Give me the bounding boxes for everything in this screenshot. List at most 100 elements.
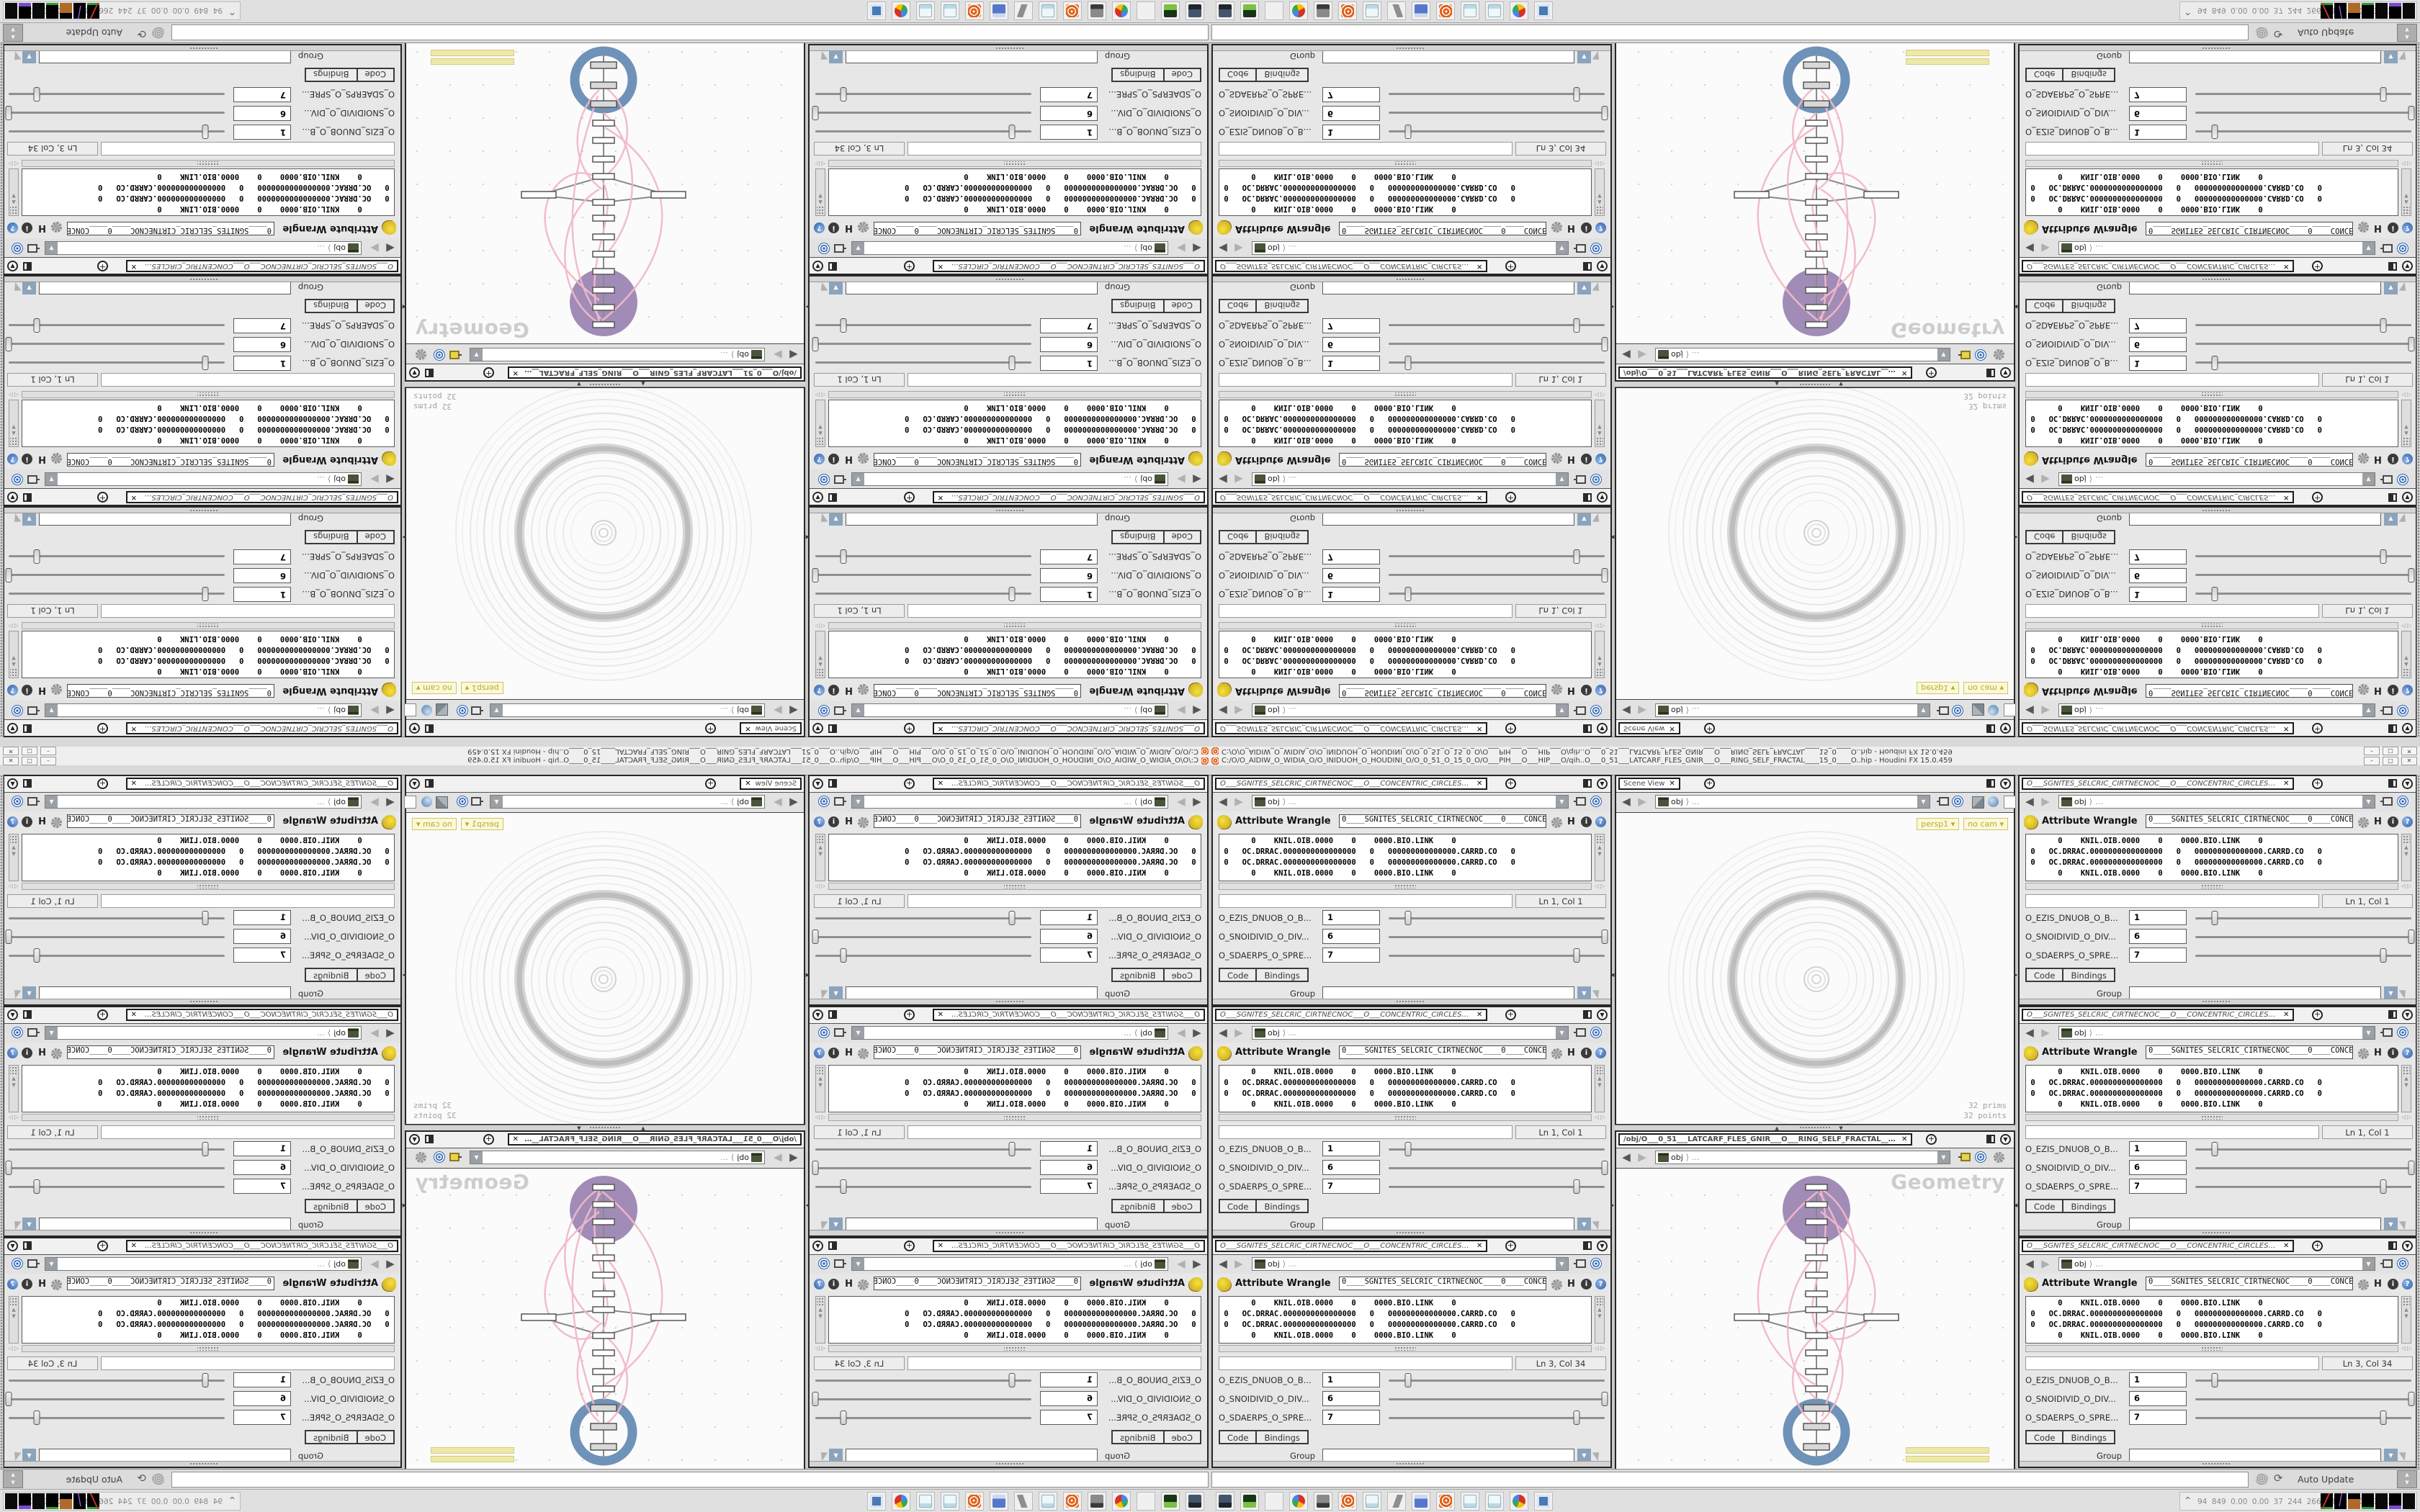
info-icon[interactable]: i: [22, 1279, 32, 1290]
slider-handle[interactable]: [33, 318, 40, 333]
code-horizontal-scrollbar[interactable]: [2025, 883, 2398, 890]
maximize-pane-icon[interactable]: [1583, 262, 1592, 271]
node-name-field[interactable]: 0____SGNITES_SELCRIC_CIRTNECNOC____0____…: [1339, 814, 1546, 828]
param-value-field[interactable]: 6: [1040, 568, 1098, 583]
breadcrumb-root[interactable]: obj: [333, 474, 346, 484]
pane-tab[interactable]: O___SGNITES_SELCRIC_CIRTNECNOC___O___CON…: [2022, 491, 2295, 503]
houdini-help-button[interactable]: H: [845, 1279, 853, 1290]
param-value-field[interactable]: 1: [1322, 910, 1380, 925]
pane-resize-handle[interactable]: [2020, 508, 2416, 513]
slider-handle[interactable]: [1404, 125, 1412, 139]
pane-tab[interactable]: O___SGNITES_SELCRIC_CIRTNECNOC___O___CON…: [125, 778, 398, 790]
info-icon[interactable]: i: [828, 454, 839, 464]
image-viewer-icon[interactable]: [867, 1, 886, 20]
close-icon[interactable]: ✕: [745, 724, 751, 732]
tab-code[interactable]: Code: [1219, 968, 1258, 982]
pane-resize-handle[interactable]: [4, 1230, 400, 1236]
code-vertical-scrollbar[interactable]: ▲ ▼: [9, 631, 19, 678]
forward-arrow-icon[interactable]: ▶: [370, 473, 379, 486]
slider-handle[interactable]: [2408, 568, 2415, 582]
maximize-pane-icon[interactable]: [23, 1010, 32, 1019]
gear-icon[interactable]: [858, 1279, 869, 1290]
display-settings-icon[interactable]: [1314, 1492, 1332, 1511]
forward-arrow-icon[interactable]: ▶: [774, 348, 782, 361]
code-horizontal-scrollbar[interactable]: [1219, 622, 1592, 629]
tab-code[interactable]: Code: [2025, 968, 2064, 982]
gear-icon[interactable]: [858, 684, 869, 695]
help-icon[interactable]: ?: [1595, 685, 1606, 696]
slider-handle[interactable]: [33, 87, 40, 102]
slider-handle[interactable]: [1601, 106, 1608, 120]
houdini-help-button[interactable]: H: [38, 685, 46, 696]
slider-handle[interactable]: [1404, 356, 1412, 370]
code-vertical-scrollbar[interactable]: ▲ ▼: [1595, 400, 1605, 447]
param-value-field[interactable]: 6: [233, 1160, 291, 1175]
new-tab-button[interactable]: +: [1505, 778, 1516, 789]
houdini-help-button[interactable]: H: [38, 1048, 46, 1058]
gear-icon[interactable]: [51, 684, 62, 695]
scroll-up-icon[interactable]: ▲: [1597, 662, 1602, 667]
path-dropdown-button[interactable]: ▼: [45, 704, 58, 716]
scroll-up-icon[interactable]: ▲: [818, 845, 823, 850]
pane-resize-handle[interactable]: [810, 1461, 1207, 1467]
group-picker-cursor-icon[interactable]: [10, 50, 22, 63]
param-value-field[interactable]: 6: [1322, 337, 1380, 352]
column-resize-arrow[interactable]: ◀: [402, 304, 406, 310]
shading-cube-icon[interactable]: [1972, 796, 1984, 809]
help-icon[interactable]: ?: [2402, 222, 2413, 233]
pin-icon[interactable]: [471, 797, 481, 806]
gear-icon[interactable]: [858, 222, 869, 233]
group-dropdown-button[interactable]: ▼: [1577, 1449, 1591, 1463]
slider-handle[interactable]: [202, 1142, 209, 1156]
scroll-up-icon[interactable]: ▲: [2404, 1307, 2408, 1313]
help-icon[interactable]: ?: [1595, 816, 1606, 827]
param-slider[interactable]: [815, 1179, 1031, 1194]
tab-bindings[interactable]: Bindings: [1111, 1199, 1165, 1213]
scroll-down-icon[interactable]: ▼: [1597, 1082, 1602, 1088]
breadcrumb[interactable]: obj ⟩ ... ▼: [851, 472, 1168, 486]
tab-bindings[interactable]: Bindings: [2062, 1430, 2115, 1444]
pane-tab[interactable]: O___SGNITES_SELCRIC_CIRTNECNOC___O___CON…: [932, 260, 1205, 272]
back-arrow-icon[interactable]: ◀: [1622, 795, 1631, 808]
new-tab-button[interactable]: +: [1505, 492, 1516, 503]
new-tab-button[interactable]: +: [1704, 723, 1715, 734]
scene-viewport[interactable]: persp1 ▾ no cam ▾ 32 prims 32 points: [406, 812, 804, 1124]
pane-menu-button[interactable]: ▼: [812, 261, 823, 271]
node-name-field[interactable]: 0____SGNITES_SELCRIC_CIRTNECNOC____0____…: [2146, 453, 2353, 467]
param-slider[interactable]: [815, 549, 1031, 564]
scroll-up-icon[interactable]: ▲: [1597, 1076, 1602, 1081]
node-name-field[interactable]: 0____SGNITES_SELCRIC_CIRTNECNOC____0____…: [1339, 1045, 1546, 1059]
slider-handle[interactable]: [1008, 356, 1016, 370]
snapshot-frame-icon[interactable]: [404, 703, 416, 716]
hipnotize-icon[interactable]: [12, 796, 23, 807]
path-dropdown-button[interactable]: ▼: [490, 796, 503, 808]
pane-tab[interactable]: Scene View ✕: [740, 722, 802, 734]
scroll-down-icon[interactable]: ▼: [2404, 424, 2408, 430]
forward-arrow-icon[interactable]: ▶: [370, 795, 379, 808]
back-arrow-icon[interactable]: ◀: [1219, 795, 1227, 808]
calculator-icon[interactable]: [1412, 1492, 1430, 1511]
breadcrumb-more[interactable]: ...: [1124, 706, 1131, 715]
notepad-icon[interactable]: [1363, 1, 1381, 20]
slider-handle[interactable]: [1008, 911, 1016, 925]
maximize-pane-icon[interactable]: [2388, 724, 2397, 733]
no-cam-badge[interactable]: no cam ▾: [1963, 818, 2008, 830]
info-icon[interactable]: i: [1581, 222, 1592, 233]
pin-icon[interactable]: [1574, 1028, 1586, 1037]
slider-handle[interactable]: [2211, 1373, 2218, 1387]
new-tab-button[interactable]: +: [2312, 723, 2323, 734]
help-icon[interactable]: ?: [7, 816, 18, 827]
param-value-field[interactable]: 6: [2129, 106, 2187, 121]
param-value-field[interactable]: 7: [1322, 1410, 1380, 1425]
group-dropdown-button[interactable]: ▼: [829, 280, 843, 294]
path-dropdown-button[interactable]: ▼: [2362, 796, 2375, 808]
hipnotize-icon[interactable]: [457, 796, 468, 807]
param-slider[interactable]: [9, 549, 225, 564]
group-picker-cursor-icon[interactable]: [1592, 1449, 1603, 1462]
back-arrow-icon[interactable]: ◀: [386, 704, 395, 717]
close-button[interactable]: ✕: [2401, 747, 2417, 755]
path-dropdown-button[interactable]: ▼: [1556, 242, 1568, 254]
column-resize-arrow[interactable]: ◀: [805, 534, 810, 540]
param-value-field[interactable]: 6: [233, 1391, 291, 1406]
path-dropdown-button[interactable]: ▼: [45, 1258, 58, 1270]
